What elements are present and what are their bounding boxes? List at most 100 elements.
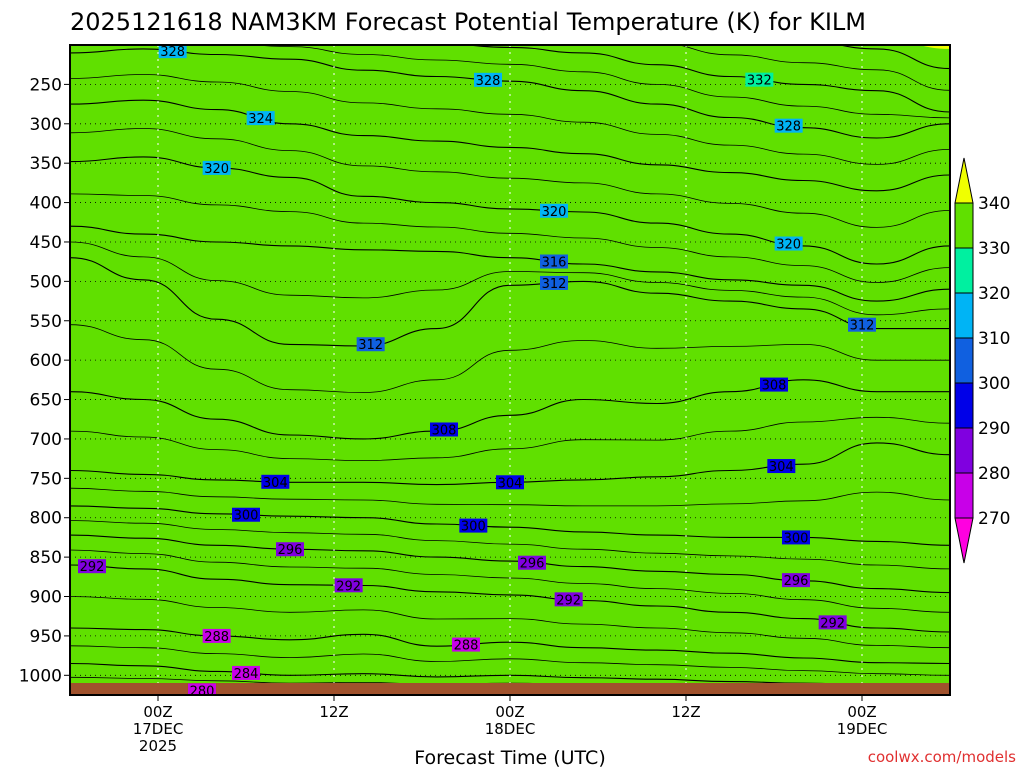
x-tick-label: 12Z — [319, 703, 348, 721]
contour-label-300: 300 — [784, 531, 809, 546]
contour-label-328: 328 — [776, 120, 801, 135]
contour-290 — [70, 596, 950, 649]
x-tick-label: 19DEC — [837, 720, 888, 738]
y-tick-label: 400 — [30, 194, 62, 214]
contour-label-284: 284 — [234, 667, 259, 682]
x-tick-label: 00Z — [847, 703, 876, 721]
contour-318 — [70, 193, 950, 283]
y-tick-label: 750 — [30, 469, 62, 489]
colorbar-label: 310 — [978, 329, 1010, 349]
y-tick-label: 700 — [30, 430, 62, 450]
colorbar-segment — [954, 337, 974, 384]
contour-label-324: 324 — [248, 112, 273, 127]
contour-label-304: 304 — [498, 476, 523, 491]
contour-label-292: 292 — [556, 593, 581, 608]
contour-label-280: 280 — [190, 684, 215, 699]
contour-label-bg — [540, 275, 568, 290]
contour-label-bg — [232, 665, 260, 680]
contour-label-bg — [767, 459, 796, 474]
contour-label-300: 300 — [461, 520, 486, 535]
colorbar-label: 330 — [978, 239, 1010, 259]
contour-label-312: 312 — [358, 338, 383, 353]
colorbar-segment — [954, 202, 974, 249]
contour-label-bg — [232, 507, 260, 522]
contour-label-316: 316 — [542, 256, 567, 271]
colorbar-label: 270 — [978, 509, 1010, 529]
contour-label-296: 296 — [278, 543, 303, 558]
contour-316 — [70, 225, 950, 302]
colorbar-label: 300 — [978, 374, 1010, 394]
colorbar-legend: 270 280 290 300 310 320 330 340 — [954, 157, 1010, 564]
contour-label-320: 320 — [204, 162, 229, 177]
contour-label-bg — [78, 559, 106, 574]
colorbar-label: 280 — [978, 464, 1010, 484]
x-tick-label: 12Z — [671, 703, 700, 721]
surface-strip — [70, 683, 950, 695]
contour-label-bg — [518, 555, 546, 570]
contour-306 — [70, 416, 950, 462]
contour-label-300: 300 — [234, 509, 259, 524]
contour-324 — [70, 99, 950, 192]
contour-label-bg — [158, 45, 187, 59]
contour-298 — [70, 520, 950, 570]
colorbar-label: 320 — [978, 284, 1010, 304]
contour-label-bg — [818, 615, 847, 630]
contour-312 — [70, 257, 950, 347]
contour-label-332: 332 — [344, 32, 369, 47]
contour-label-bg — [782, 530, 810, 545]
contour-label-320: 320 — [776, 238, 801, 253]
contour-label-bg — [202, 160, 231, 175]
contour-label-296: 296 — [520, 557, 545, 572]
contour-label-bg — [188, 683, 216, 695]
contour-label-bg — [745, 72, 774, 87]
contour-label-288: 288 — [204, 630, 229, 645]
contour-label-296: 296 — [784, 574, 809, 589]
contour-label-328: 328 — [476, 74, 501, 89]
colorbar-segment — [954, 382, 974, 429]
contour-label-bg — [452, 637, 480, 652]
colorbar-arrow-top — [954, 157, 974, 204]
contour-label-308: 308 — [762, 379, 787, 394]
contour-label-bg — [760, 377, 788, 392]
contour-label-bg — [848, 317, 876, 332]
y-tick-label: 500 — [30, 272, 62, 292]
contour-label-bg — [261, 474, 290, 489]
contour-label-bg — [554, 592, 583, 607]
y-tick-label: 900 — [30, 588, 62, 608]
plot-area: 280 284 288 288 292 292 292 292 296 296 296 300 300 3… — [70, 32, 950, 699]
colorbar-segment — [954, 427, 974, 474]
x-tick-label: 17DEC — [133, 720, 184, 738]
contour-label-bg — [334, 578, 363, 593]
contour-326 — [70, 74, 950, 165]
contour-label-292: 292 — [336, 579, 361, 594]
x-tick-label: 2025 — [139, 737, 177, 755]
colorbar-segment — [954, 247, 974, 294]
contour-label-bg — [276, 542, 304, 557]
contour-label-bg — [540, 254, 568, 269]
x-tick-label: 18DEC — [485, 720, 536, 738]
y-tick-label: 800 — [30, 509, 62, 529]
contour-label-308: 308 — [432, 423, 457, 438]
contour-328 — [70, 48, 950, 139]
x-tick-label: 00Z — [143, 703, 172, 721]
contour-label-312: 312 — [542, 277, 567, 292]
x-tick-label: 00Z — [495, 703, 524, 721]
contour-286 — [70, 645, 950, 676]
contour-label-304: 304 — [263, 476, 288, 491]
y-tick-label: 450 — [30, 233, 62, 253]
y-tick-label: 600 — [30, 351, 62, 371]
colorbar-label: 290 — [978, 419, 1010, 439]
contour-308 — [70, 379, 950, 440]
contour-314 — [70, 241, 950, 316]
colorbar-segment — [954, 292, 974, 339]
credit-link[interactable]: coolwx.com/models — [868, 748, 1016, 766]
contour-332 — [463, 45, 950, 113]
contour-label-bg — [474, 72, 502, 87]
y-tick-label: 250 — [30, 75, 62, 95]
x-axis-label: Forecast Time (UTC) — [414, 747, 605, 768]
y-tick-label: 550 — [30, 312, 62, 332]
contour-label-332: 332 — [747, 74, 772, 89]
contour-label-320: 320 — [542, 205, 567, 220]
y-axis: 250 300 350 400 450 500 550 600 650 700 750 800 850 9… — [19, 75, 70, 686]
